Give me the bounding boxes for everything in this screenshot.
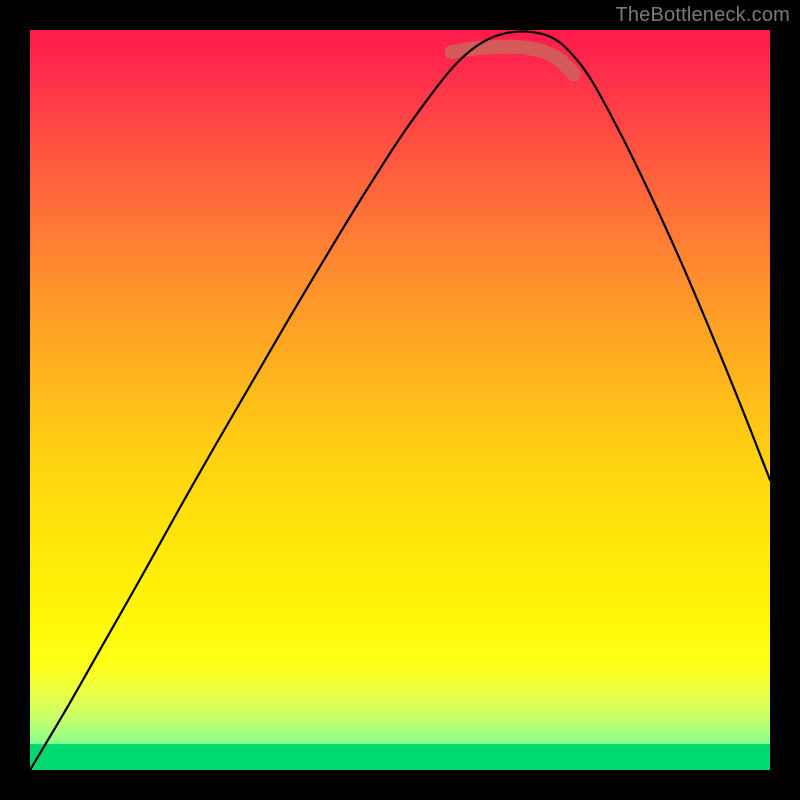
chart-svg [30, 30, 770, 770]
watermark-text: TheBottleneck.com [615, 4, 790, 27]
chart-frame: TheBottleneck.com [0, 0, 800, 800]
green-band [30, 744, 770, 770]
plot-area [30, 30, 770, 770]
gradient-rect [30, 30, 770, 770]
